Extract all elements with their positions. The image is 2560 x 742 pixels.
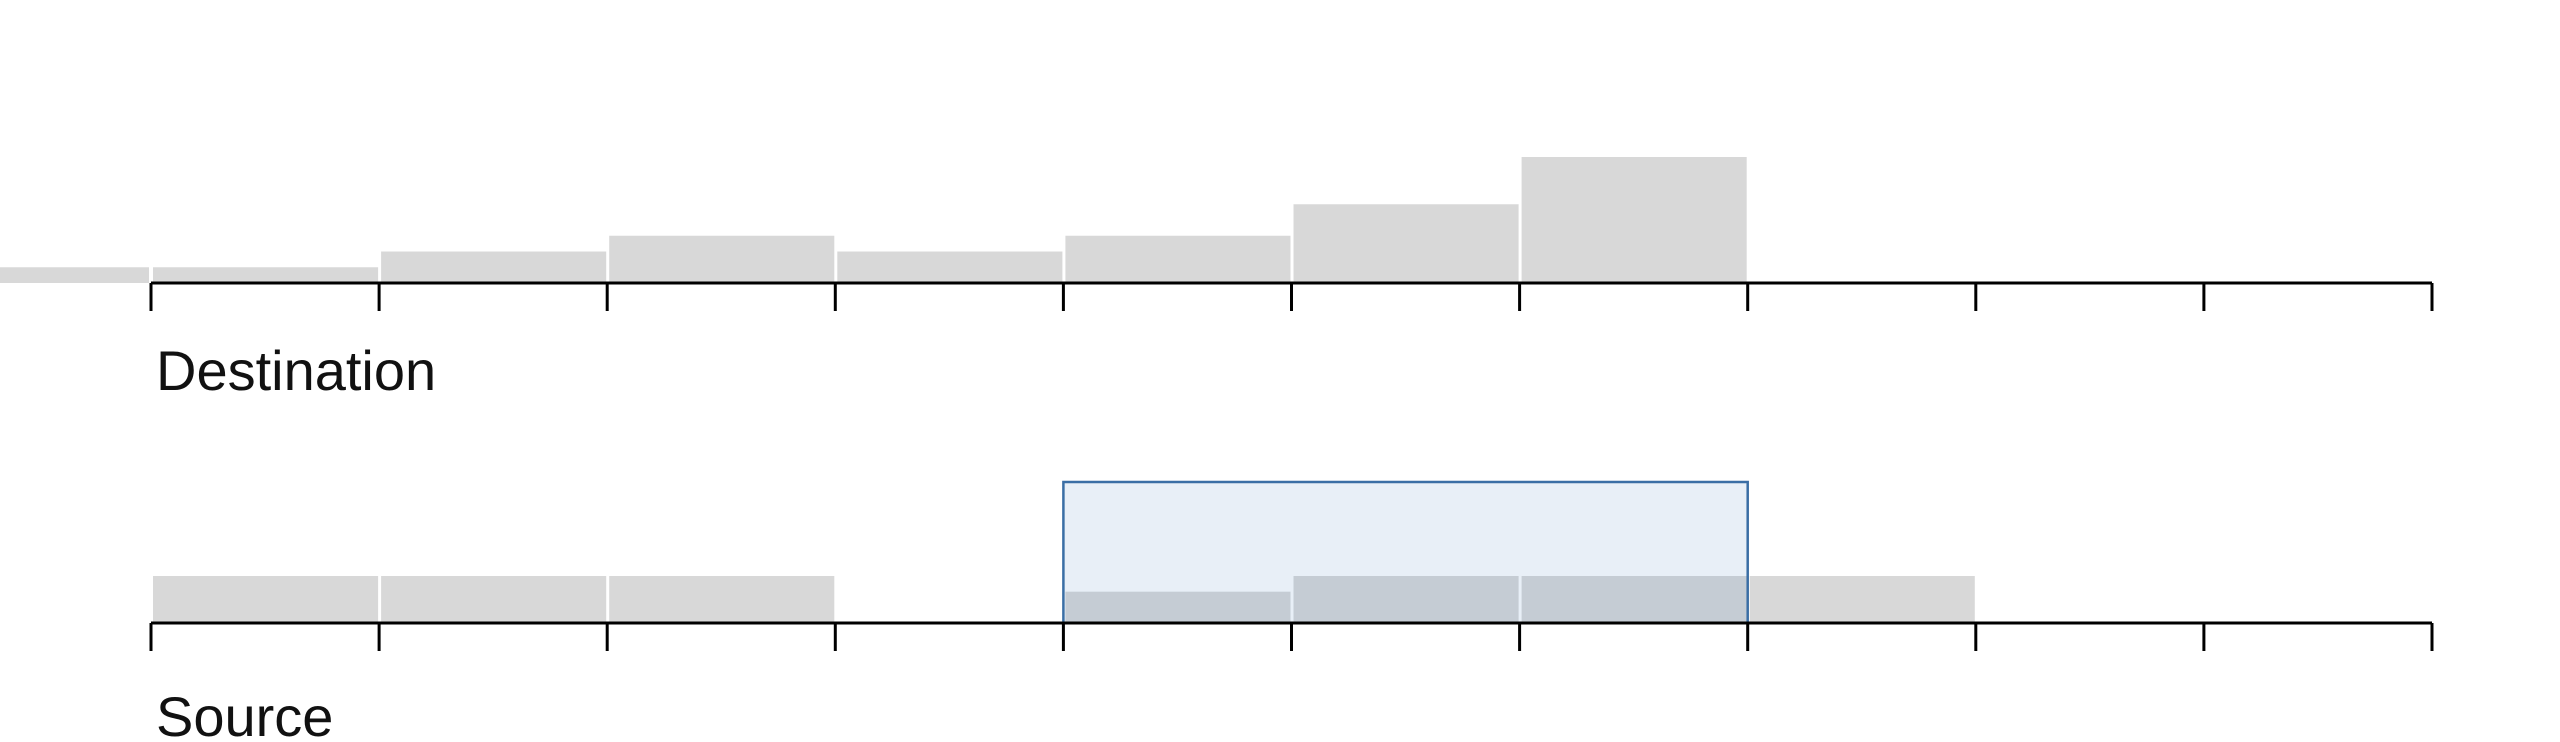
destination-bar [609, 235, 835, 283]
source-bar [609, 576, 835, 623]
destination-bar [837, 251, 1063, 283]
destination-bar [1293, 204, 1519, 283]
source-histogram: Source [149, 480, 2434, 742]
source-axis [149, 621, 2434, 651]
source-bar [153, 576, 379, 623]
destination-bar [1065, 235, 1291, 283]
source-bar-selected [1521, 576, 1747, 623]
destination-bar [153, 267, 379, 283]
source-axis-label: Source [156, 685, 333, 742]
destination-histogram: Destination [0, 157, 2434, 402]
source-bar [381, 576, 607, 623]
destination-bar [1521, 157, 1747, 283]
destination-axis [149, 281, 2434, 311]
source-bars [153, 576, 1975, 623]
destination-axis-label: Destination [156, 339, 436, 402]
destination-bar-partial [0, 267, 149, 283]
source-bar [1749, 576, 1975, 623]
destination-bars [0, 157, 1747, 283]
source-bar-selected [1293, 576, 1519, 623]
destination-bar [381, 251, 607, 283]
source-bar-selected [1065, 591, 1291, 623]
